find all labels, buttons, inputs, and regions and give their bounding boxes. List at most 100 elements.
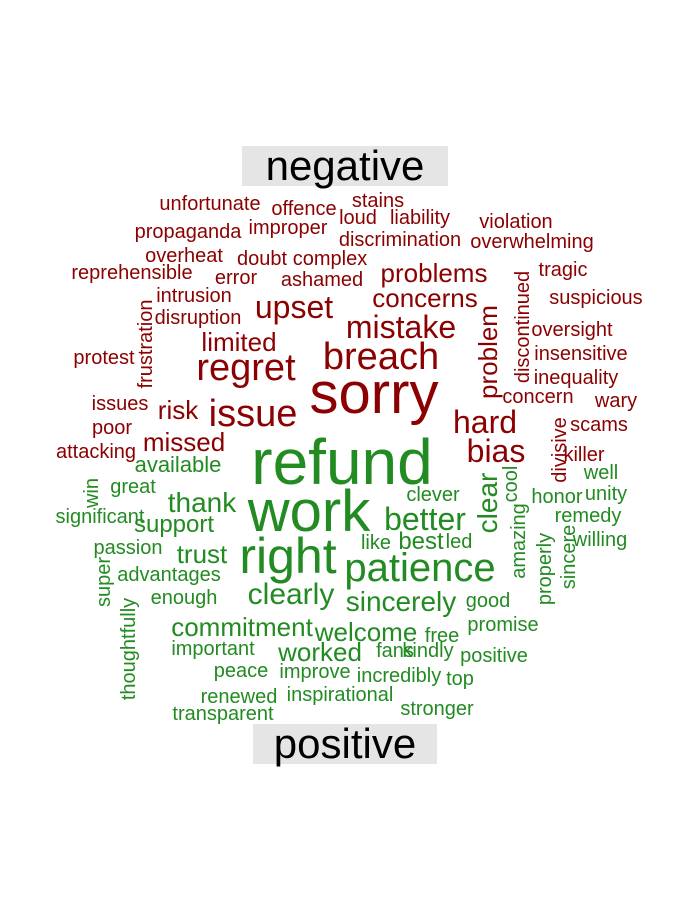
positive-word-willing: willing xyxy=(572,529,628,551)
positive-word-better: better xyxy=(384,501,466,537)
negative-word-violation: violation xyxy=(479,211,553,233)
positive-word-top: top xyxy=(446,668,474,690)
positive-word-remedy: remedy xyxy=(554,505,622,527)
negative-word-oversight: oversight xyxy=(531,319,613,341)
positive-word-advantages: advantages xyxy=(117,564,221,586)
positive-word-led: led xyxy=(445,531,473,553)
negative-word-regret: regret xyxy=(196,347,296,389)
negative-word-inequality: inequality xyxy=(533,367,619,389)
negative-word-tragic: tragic xyxy=(538,259,588,281)
negative-word-insensitive: insensitive xyxy=(534,343,628,365)
negative-word-bias: bias xyxy=(466,433,526,469)
positive-word-patience: patience xyxy=(344,546,496,590)
negative-word-sorry: sorry xyxy=(309,361,439,426)
negative-word-attacking: attacking xyxy=(55,441,137,463)
negative-word-overheat: overheat xyxy=(145,245,223,267)
positive-word-great: great xyxy=(110,476,156,498)
negative-word-mistake: mistake xyxy=(345,309,457,345)
negative-word-discrimination: discrimination xyxy=(338,229,462,251)
positive-word-transparent: transparent xyxy=(172,703,274,725)
negative-word-discontinued: discontinued xyxy=(512,270,534,384)
negative-word-issue: issue xyxy=(208,393,298,435)
negative-word-poor: poor xyxy=(91,417,133,439)
positive-word-win: win xyxy=(81,477,103,509)
positive-word-cool: cool xyxy=(500,465,522,503)
positive-word-honor: honor xyxy=(531,486,583,508)
negative-word-concerns: concerns xyxy=(372,283,478,313)
negative-word-intrusion: intrusion xyxy=(156,285,232,307)
positive-word-improve: improve xyxy=(279,661,351,683)
negative-word-doubt: doubt xyxy=(236,248,288,270)
positive-word-passion: passion xyxy=(93,537,163,559)
negative-word-overwhelming: overwhelming xyxy=(470,231,594,253)
positive-word-right: right xyxy=(239,528,337,584)
negative-word-liability: liability xyxy=(389,207,451,229)
positive-word-worked: worked xyxy=(278,637,362,667)
positive-word-amazing: amazing xyxy=(508,503,530,579)
negative-word-reprehensible: reprehensible xyxy=(71,262,193,284)
negative-word-risk: risk xyxy=(157,395,199,425)
positive-word-super: super xyxy=(93,556,115,608)
negative-word-stains: stains xyxy=(351,190,405,212)
negative-word-suspicious: suspicious xyxy=(549,287,643,309)
negative-word-frustration: frustration xyxy=(135,299,157,389)
negative-word-problems: problems xyxy=(380,258,488,288)
positive-word-trust: trust xyxy=(176,539,228,569)
positive-word-clear: clear xyxy=(472,472,503,534)
positive-word-significant: significant xyxy=(55,506,145,528)
positive-word-available: available xyxy=(134,452,222,477)
positive-header: positive xyxy=(253,723,437,765)
positive-word-stronger: stronger xyxy=(400,698,474,720)
positive-word-unity: unity xyxy=(584,483,628,505)
positive-word-inspirational: inspirational xyxy=(286,684,394,706)
positive-word-thank: thank xyxy=(167,487,237,518)
negative-word-upset: upset xyxy=(254,289,334,325)
negative-word-concern: concern xyxy=(502,386,574,408)
positive-word-important: important xyxy=(171,638,255,660)
negative-word-ashamed: ashamed xyxy=(280,269,364,291)
positive-word-thoughtfully: thoughtfully xyxy=(118,597,140,701)
positive-word-like: like xyxy=(360,532,392,554)
positive-word-kindly: kindly xyxy=(402,640,454,662)
positive-word-sincere: sincere xyxy=(558,524,580,590)
negative-header: negative xyxy=(242,145,448,187)
negative-word-hard: hard xyxy=(452,404,518,440)
positive-word-welcome: welcome xyxy=(314,617,418,647)
negative-word-offence: offence xyxy=(271,198,337,220)
negative-word-missed: missed xyxy=(142,427,226,457)
positive-word-sincerely: sincerely xyxy=(345,586,457,617)
positive-word-clearly: clearly xyxy=(247,578,335,611)
positive-word-peace: peace xyxy=(213,660,269,682)
negative-word-improper: improper xyxy=(248,217,328,239)
negative-word-limited: limited xyxy=(201,327,277,357)
positive-word-refund: refund xyxy=(251,426,433,498)
negative-word-wary: wary xyxy=(594,390,638,412)
negative-word-complex: complex xyxy=(292,248,368,270)
positive-word-best: best xyxy=(398,528,444,555)
negative-word-issues: issues xyxy=(91,393,149,415)
positive-word-good: good xyxy=(465,590,511,612)
positive-word-promise: promise xyxy=(467,614,539,636)
positive-word-clever: clever xyxy=(406,484,460,506)
positive-word-renewed: renewed xyxy=(200,686,278,708)
positive-word-enough: enough xyxy=(150,587,218,609)
positive-word-free: free xyxy=(424,625,460,647)
negative-word-breach: breach xyxy=(322,336,440,378)
positive-word-properly: properly xyxy=(534,532,556,606)
negative-word-problem: problem xyxy=(473,305,503,399)
negative-word-killer: killer xyxy=(563,444,605,466)
positive-word-well: well xyxy=(583,462,619,484)
positive-word-fans: fans xyxy=(376,640,414,662)
negative-word-protest: protest xyxy=(73,347,135,369)
negative-word-propaganda: propaganda xyxy=(134,221,242,243)
positive-word-positive: positive xyxy=(460,645,528,667)
negative-word-unfortunate: unfortunate xyxy=(159,193,261,215)
negative-word-loud: loud xyxy=(339,207,377,229)
positive-word-work: work xyxy=(247,479,371,544)
positive-word-support: support xyxy=(133,511,215,538)
negative-word-disruption: disruption xyxy=(154,307,242,329)
negative-word-scams: scams xyxy=(570,414,628,436)
positive-word-incredibly: incredibly xyxy=(356,665,442,687)
negative-word-error: error xyxy=(214,267,258,289)
